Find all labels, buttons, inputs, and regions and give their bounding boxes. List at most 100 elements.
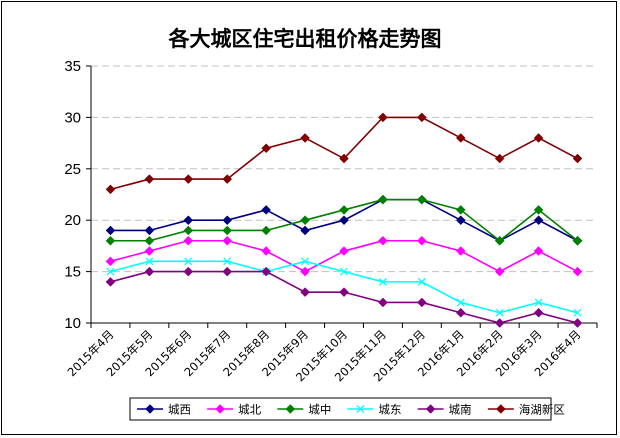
data-point xyxy=(533,205,544,215)
data-point xyxy=(378,112,388,123)
legend-marker xyxy=(285,404,296,414)
data-point xyxy=(534,298,543,307)
legend-item: 城北 xyxy=(207,403,262,417)
data-point xyxy=(145,257,154,266)
data-point xyxy=(183,215,194,226)
data-point xyxy=(222,235,233,246)
data-point xyxy=(184,257,193,266)
data-point xyxy=(533,215,544,226)
series-4 xyxy=(105,266,583,328)
data-point xyxy=(533,307,544,318)
data-point xyxy=(340,267,348,276)
data-point xyxy=(105,235,116,246)
legend-marker xyxy=(145,404,155,414)
legend-label: 城西 xyxy=(168,403,191,417)
data-point xyxy=(300,215,310,226)
data-point xyxy=(533,246,544,256)
data-point xyxy=(378,235,388,246)
data-point xyxy=(105,277,116,287)
data-point xyxy=(339,215,349,226)
legend-box xyxy=(129,397,552,421)
y-tick-label: 15 xyxy=(64,264,81,281)
data-point xyxy=(105,256,116,267)
y-tick-label: 10 xyxy=(64,315,81,332)
y-tick-label: 30 xyxy=(64,109,81,126)
data-point xyxy=(378,297,388,308)
data-point xyxy=(261,246,272,256)
y-tick-label: 20 xyxy=(64,212,81,229)
data-point xyxy=(144,225,155,236)
data-point xyxy=(222,266,233,277)
data-point xyxy=(183,235,194,246)
data-point xyxy=(455,205,466,215)
data-point xyxy=(494,153,505,164)
data-point xyxy=(573,308,582,317)
data-point xyxy=(300,133,310,143)
data-point xyxy=(416,112,427,123)
data-point xyxy=(144,174,155,184)
legend-item: 城中 xyxy=(277,403,331,417)
data-point xyxy=(455,307,466,318)
data-point xyxy=(417,277,426,286)
data-point xyxy=(378,194,388,205)
data-point xyxy=(455,246,466,256)
legend-label: 城东 xyxy=(379,403,402,417)
data-point xyxy=(144,266,155,277)
data-point xyxy=(495,308,504,317)
chart-title: 各大城区住宅出租价格走势图 xyxy=(168,27,442,51)
data-point xyxy=(223,257,232,266)
data-point xyxy=(378,277,387,286)
legend-marker xyxy=(425,404,436,414)
legend-label: 城北 xyxy=(238,403,261,417)
legend-item: 城西 xyxy=(137,403,191,417)
data-point xyxy=(455,215,466,226)
data-point xyxy=(572,235,583,246)
data-point xyxy=(300,225,310,236)
data-point xyxy=(261,205,272,215)
data-point xyxy=(416,297,427,308)
y-tick-label: 25 xyxy=(64,161,81,178)
plot-area: 1015202530352015年4月2015年5月2015年6月2015年7月… xyxy=(64,58,598,384)
series-5 xyxy=(105,112,583,195)
legend-marker xyxy=(495,404,506,414)
data-point xyxy=(572,153,583,164)
data-point xyxy=(261,225,272,236)
series-1 xyxy=(105,235,583,277)
data-point xyxy=(494,235,505,246)
data-point xyxy=(301,257,310,266)
data-point xyxy=(339,153,349,164)
data-point xyxy=(572,318,583,328)
data-point xyxy=(572,266,583,277)
data-point xyxy=(222,225,233,236)
legend-item: 海湖新区 xyxy=(487,403,565,417)
data-point xyxy=(339,205,349,215)
data-point xyxy=(494,266,505,277)
legend-label: 海湖新区 xyxy=(519,403,565,417)
data-point xyxy=(339,246,349,256)
data-point xyxy=(339,287,349,298)
y-tick-label: 35 xyxy=(64,58,81,75)
data-point xyxy=(455,133,466,143)
legend-marker xyxy=(356,405,365,413)
data-point xyxy=(105,225,116,236)
data-point xyxy=(222,215,233,226)
legend-item: 城东 xyxy=(347,403,402,417)
series-2 xyxy=(105,194,583,246)
plot-background xyxy=(91,66,597,323)
data-point xyxy=(494,318,505,328)
data-point xyxy=(300,266,310,277)
data-point xyxy=(144,235,155,246)
legend-label: 城南 xyxy=(449,403,472,417)
data-point xyxy=(261,143,272,154)
data-point xyxy=(456,298,465,307)
data-point xyxy=(300,287,310,298)
data-point xyxy=(416,194,427,205)
data-point xyxy=(183,266,194,277)
data-point xyxy=(222,174,233,184)
data-point xyxy=(183,174,194,184)
legend: 城西 城北 城中 城东 城南 海湖新区 xyxy=(129,397,565,421)
legend-label: 城中 xyxy=(308,403,331,417)
data-point xyxy=(105,184,116,195)
data-point xyxy=(106,267,115,276)
